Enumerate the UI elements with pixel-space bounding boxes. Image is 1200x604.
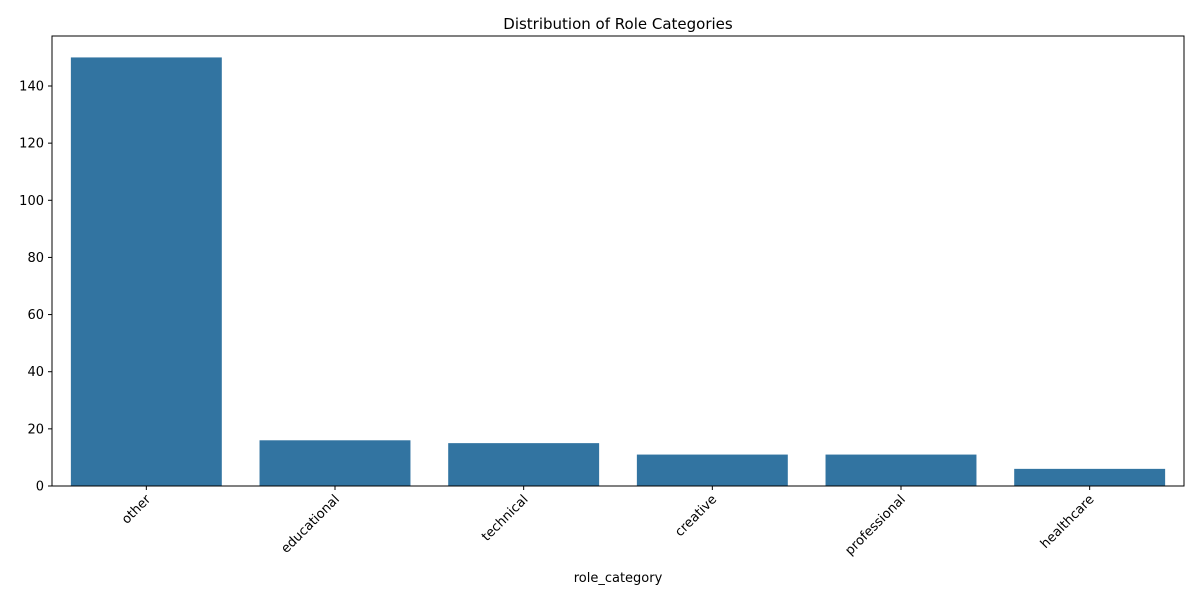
bar-educational	[259, 440, 411, 486]
y-tick-label: 60	[27, 308, 44, 323]
x-axis: other educational technical creative profess…	[119, 486, 1097, 559]
bar-creative	[636, 454, 788, 486]
x-tick-label: creative	[672, 492, 720, 540]
x-tick-label: educational	[278, 492, 342, 556]
y-tick-label: 100	[19, 194, 44, 209]
y-axis: 0 20 40 60 80 100 120 140	[19, 80, 52, 495]
x-tick-label: healthcare	[1038, 492, 1098, 552]
y-tick-label: 20	[27, 422, 44, 437]
plot-frame	[51, 35, 1185, 487]
y-tick-label: 0	[36, 480, 44, 495]
bar-technical	[448, 443, 600, 486]
x-tick-label: technical	[479, 492, 531, 544]
bar-other	[70, 57, 222, 487]
x-tick-label: professional	[843, 492, 909, 558]
y-tick-label: 40	[27, 365, 44, 380]
bar-professional	[825, 454, 977, 486]
y-tick-label: 120	[19, 137, 44, 152]
x-axis-label: role_category	[574, 571, 663, 586]
y-tick-label: 140	[19, 80, 44, 95]
bars-group	[70, 57, 1166, 487]
bar-healthcare	[1014, 468, 1166, 486]
x-tick-label: other	[119, 492, 155, 528]
chart-title: Distribution of Role Categories	[503, 15, 733, 33]
y-tick-label: 80	[27, 251, 44, 266]
